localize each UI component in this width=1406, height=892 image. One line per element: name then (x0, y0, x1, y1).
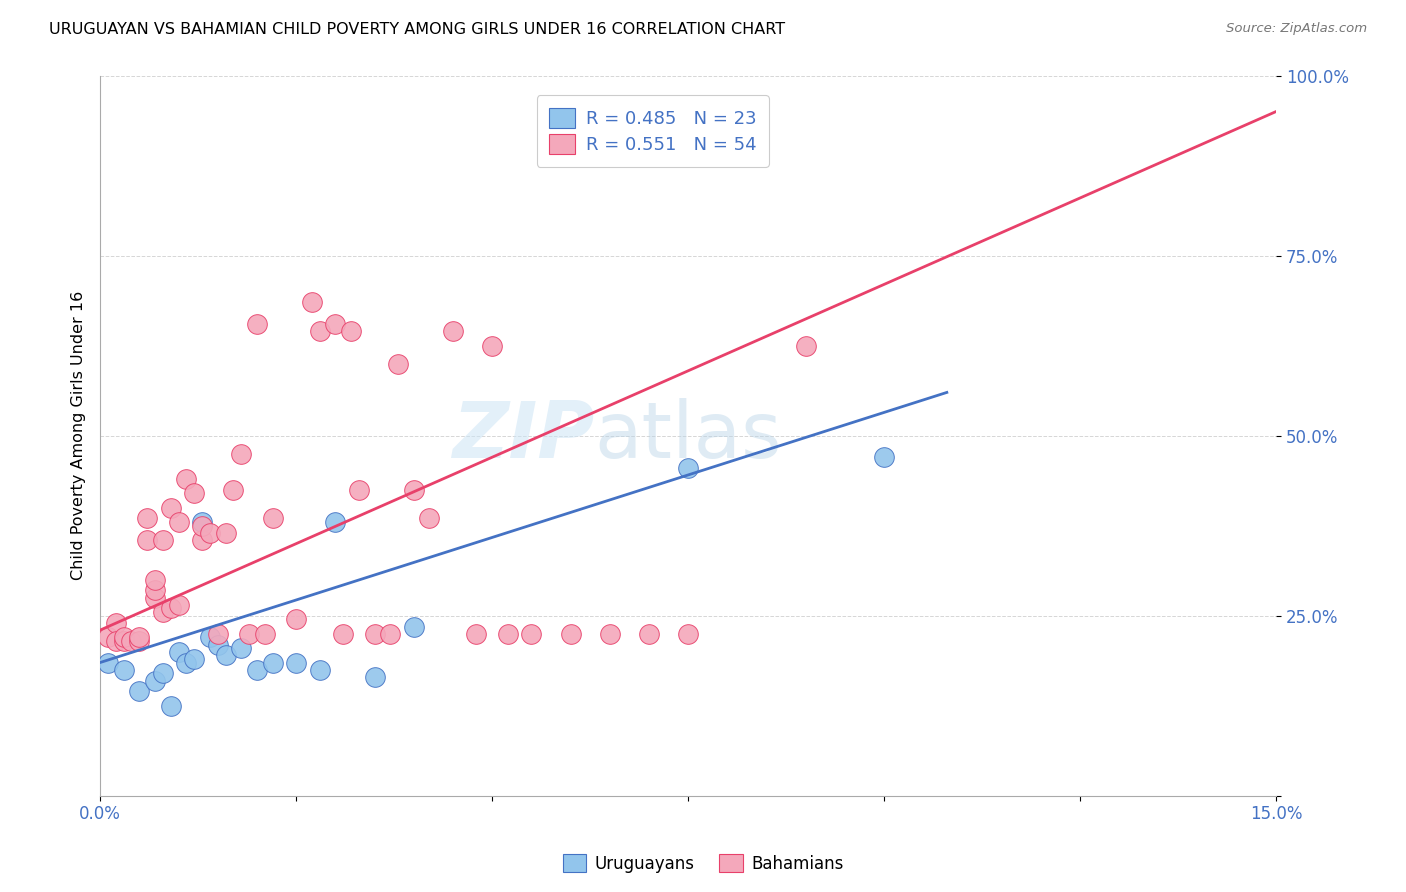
Point (159, 698, 181, 713)
Point (387, 357, 409, 371)
Point (323, 317, 346, 331)
Point (441, 324, 464, 338)
Point (676, 461, 699, 475)
Point (363, 670, 385, 684)
Text: Source: ZipAtlas.com: Source: ZipAtlas.com (1226, 22, 1367, 36)
Point (207, 638, 229, 652)
Point (332, 626, 354, 640)
Point (308, 324, 330, 338)
Point (222, 483, 245, 497)
Point (167, 598, 190, 612)
Point (363, 626, 385, 640)
Point (520, 626, 543, 640)
Point (238, 626, 260, 640)
Point (560, 626, 582, 640)
Point (198, 525, 221, 540)
Point (112, 634, 135, 648)
Point (191, 533, 214, 547)
Point (214, 648, 236, 663)
Text: atlas: atlas (595, 398, 782, 474)
Point (794, 338, 817, 352)
Point (402, 483, 425, 497)
Point (301, 295, 323, 310)
Point (159, 500, 181, 515)
Point (152, 605, 174, 619)
Point (207, 626, 229, 640)
Point (143, 673, 166, 688)
Point (152, 533, 174, 547)
Point (231, 447, 253, 461)
Point (97, 630, 120, 644)
Point (191, 518, 214, 533)
Point (136, 511, 159, 525)
Point (121, 634, 143, 648)
Point (183, 486, 205, 500)
Point (128, 634, 150, 648)
Point (198, 630, 221, 644)
Point (380, 626, 402, 640)
Point (214, 525, 236, 540)
Point (176, 656, 198, 670)
Point (347, 483, 370, 497)
Point (323, 515, 346, 529)
Point (285, 656, 308, 670)
Point (246, 317, 269, 331)
Point (418, 511, 440, 525)
Point (112, 663, 135, 677)
Point (308, 663, 330, 677)
Y-axis label: Child Poverty Among Girls Under 16: Child Poverty Among Girls Under 16 (72, 291, 86, 581)
Point (136, 533, 159, 547)
Point (496, 626, 519, 640)
Point (285, 612, 308, 626)
Point (143, 573, 166, 587)
Point (402, 619, 425, 633)
Point (143, 591, 166, 605)
Point (262, 511, 284, 525)
Point (231, 641, 253, 656)
Point (340, 324, 363, 338)
Point (638, 626, 661, 640)
Point (167, 645, 190, 659)
Text: URUGUAYAN VS BAHAMIAN CHILD POVERTY AMONG GIRLS UNDER 16 CORRELATION CHART: URUGUAYAN VS BAHAMIAN CHILD POVERTY AMON… (49, 22, 786, 37)
Point (104, 615, 127, 630)
Point (128, 684, 150, 698)
Point (599, 626, 621, 640)
Legend: Uruguayans, Bahamians: Uruguayans, Bahamians (555, 847, 851, 880)
Point (167, 515, 190, 529)
Point (246, 663, 269, 677)
Point (481, 338, 503, 352)
Point (152, 666, 174, 681)
Legend: R = 0.485   N = 23, R = 0.551   N = 54: R = 0.485 N = 23, R = 0.551 N = 54 (537, 95, 769, 167)
Point (143, 583, 166, 598)
Point (112, 630, 135, 644)
Point (465, 626, 488, 640)
Point (128, 630, 150, 644)
Point (176, 472, 198, 486)
Point (97, 656, 120, 670)
Point (253, 626, 276, 640)
Point (676, 626, 699, 640)
Point (873, 450, 896, 465)
Point (104, 634, 127, 648)
Point (262, 656, 284, 670)
Point (191, 515, 214, 529)
Point (183, 652, 205, 666)
Text: ZIP: ZIP (451, 398, 595, 474)
Point (159, 601, 181, 615)
